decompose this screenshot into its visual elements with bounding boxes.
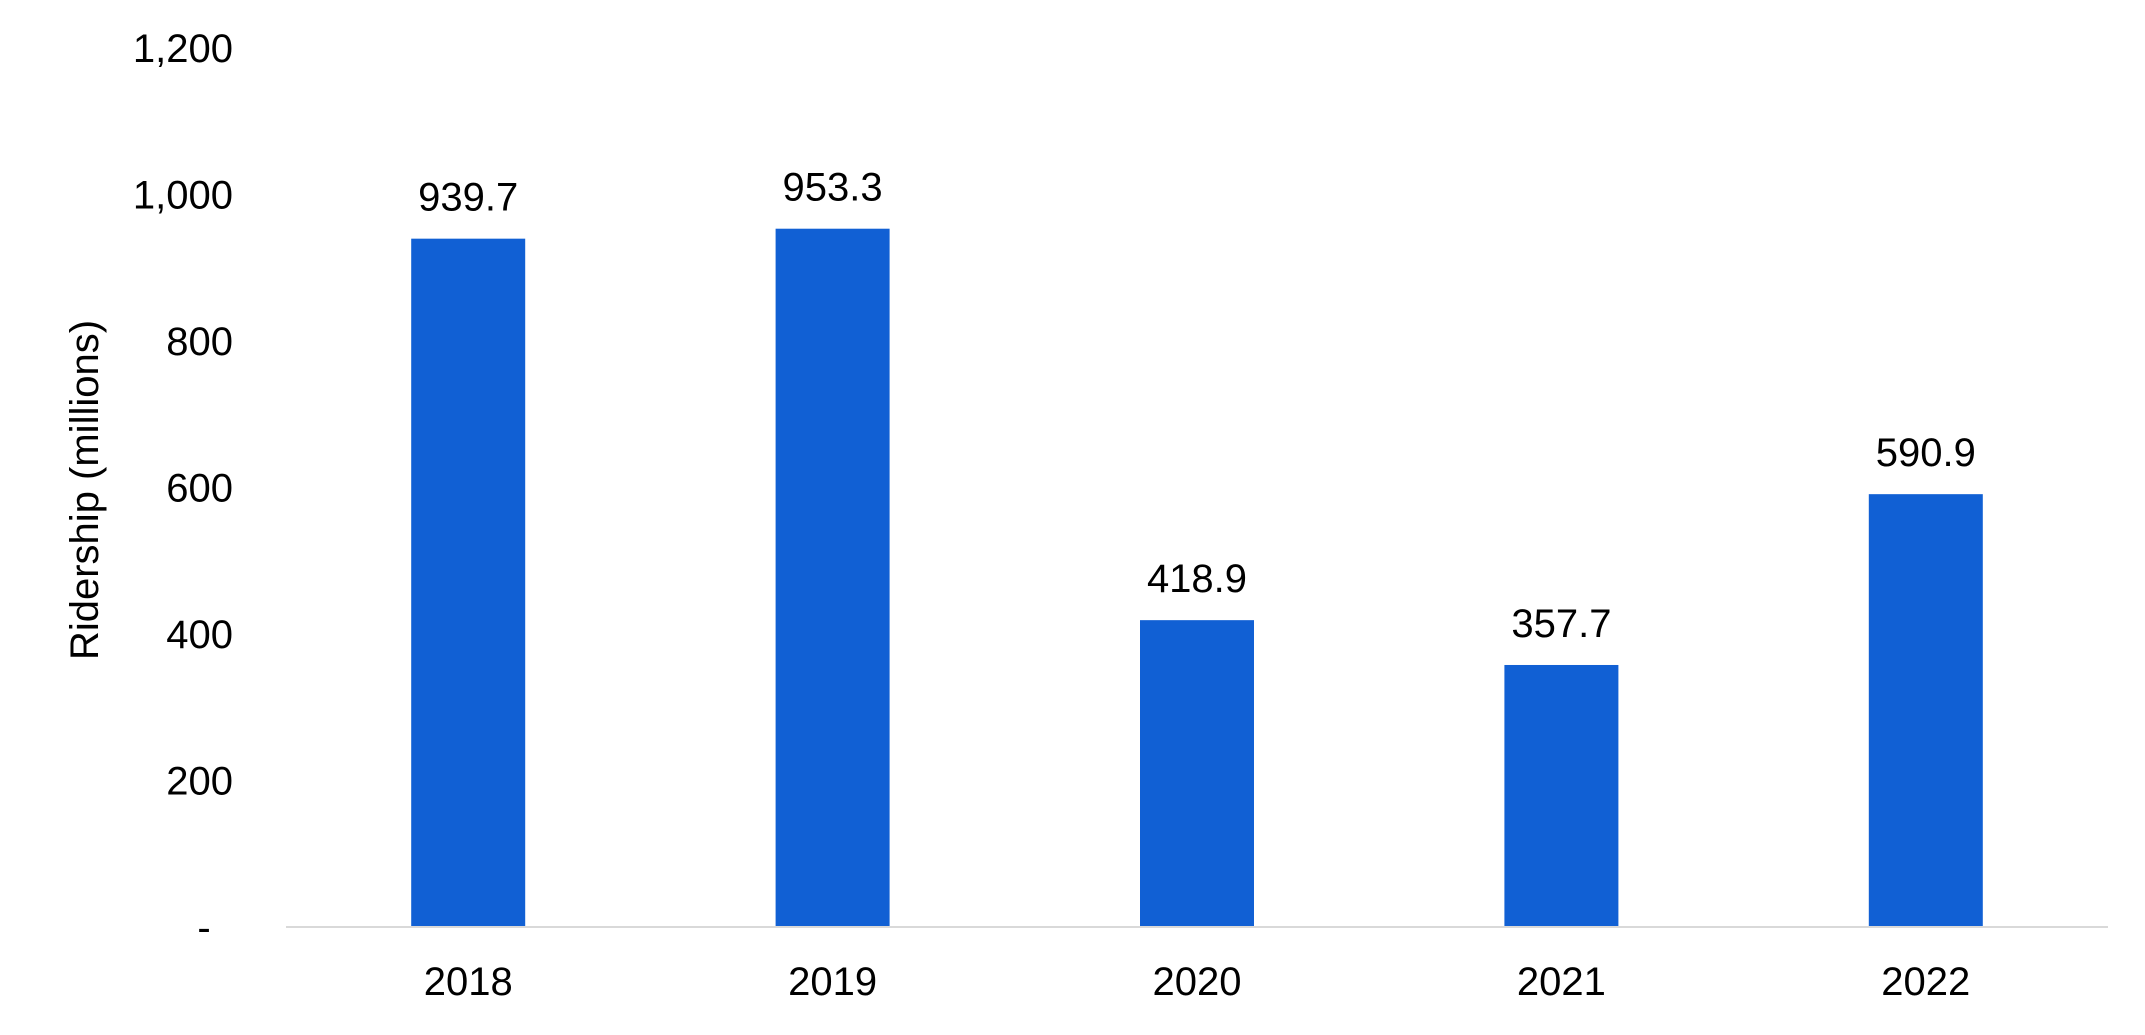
x-tick-label-2020: 2020 — [1153, 960, 1242, 1004]
y-axis-title: Ridership (millions) — [63, 320, 107, 660]
y-tick-label: 600 — [166, 467, 233, 511]
y-tick-label: 800 — [166, 320, 233, 364]
y-tick-label: 400 — [166, 613, 233, 657]
data-label-2022: 590.9 — [1876, 431, 1976, 475]
data-label-2021: 357.7 — [1511, 602, 1611, 646]
data-label-2020: 418.9 — [1147, 557, 1247, 601]
x-tick-label-2022: 2022 — [1881, 960, 1970, 1004]
bar-2019 — [775, 228, 890, 927]
y-tick-label: - — [197, 906, 210, 950]
x-tick-label-2019: 2019 — [788, 960, 877, 1004]
y-tick-label: 1,200 — [133, 27, 233, 71]
y-tick-label: 200 — [166, 760, 233, 804]
bar-2018 — [411, 238, 526, 928]
bar-2021 — [1504, 664, 1619, 927]
y-axis-ticks: - 200 400 600 800 1,000 1,200 — [133, 27, 233, 950]
bars-group — [411, 228, 1983, 928]
y-tick-label: 1,000 — [133, 174, 233, 218]
data-label-2019: 953.3 — [783, 166, 883, 210]
bar-2022 — [1868, 494, 1983, 927]
x-tick-label-2018: 2018 — [424, 960, 513, 1004]
data-label-2018: 939.7 — [418, 176, 518, 220]
bar-2020 — [1140, 620, 1254, 927]
data-labels-group: 939.7 953.3 418.9 357.7 590.9 — [418, 166, 1976, 646]
x-tick-label-2021: 2021 — [1517, 960, 1606, 1004]
x-axis-labels: 2018 2019 2020 2021 2022 — [424, 960, 1971, 1004]
